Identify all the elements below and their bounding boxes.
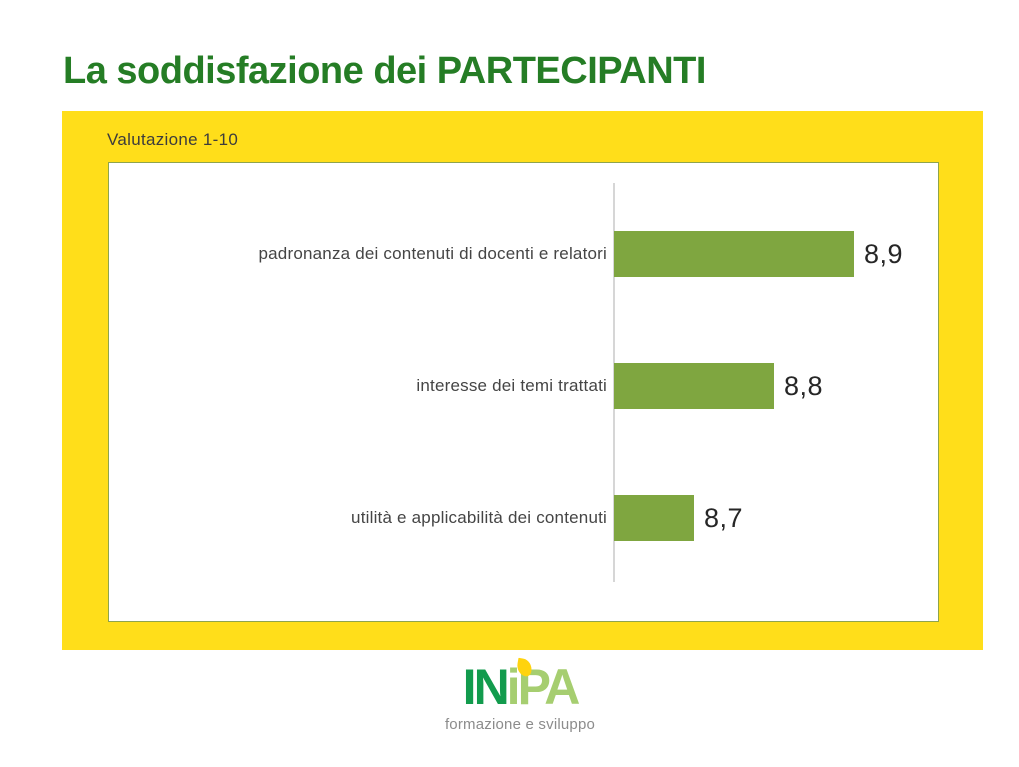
category-label: padronanza dei contenuti di docenti e re… bbox=[258, 244, 607, 263]
logo-tagline: formazione e sviluppo bbox=[444, 716, 596, 733]
bar-row: utilità e applicabilità dei contenuti 8,… bbox=[109, 495, 938, 541]
page-title: La soddisfazione dei PARTECIPANTI bbox=[63, 50, 706, 92]
category-label: utilità e applicabilità dei contenuti bbox=[351, 508, 607, 527]
bar-row: padronanza dei contenuti di docenti e re… bbox=[109, 231, 938, 277]
category-label: interesse dei temi trattati bbox=[416, 376, 607, 395]
bar-row: interesse dei temi trattati 8,8 bbox=[109, 363, 938, 409]
value-label: 8,8 bbox=[784, 370, 824, 401]
chart-subtitle: Valutazione 1-10 bbox=[107, 130, 239, 149]
logo-part-i: i bbox=[506, 659, 521, 715]
inipa-logo: INiPA formazione e sviluppo bbox=[444, 657, 596, 733]
logo-part-in: IN bbox=[462, 659, 510, 715]
value-label: 8,9 bbox=[864, 238, 904, 269]
bar bbox=[614, 363, 774, 409]
bar-chart: padronanza dei contenuti di docenti e re… bbox=[108, 162, 939, 622]
value-label: 8,7 bbox=[704, 502, 744, 533]
bar bbox=[614, 231, 854, 277]
inipa-logo-wordmark: INiPA bbox=[462, 657, 580, 715]
chart-panel: Valutazione 1-10 padronanza dei contenut… bbox=[62, 111, 983, 650]
bar bbox=[614, 495, 694, 541]
